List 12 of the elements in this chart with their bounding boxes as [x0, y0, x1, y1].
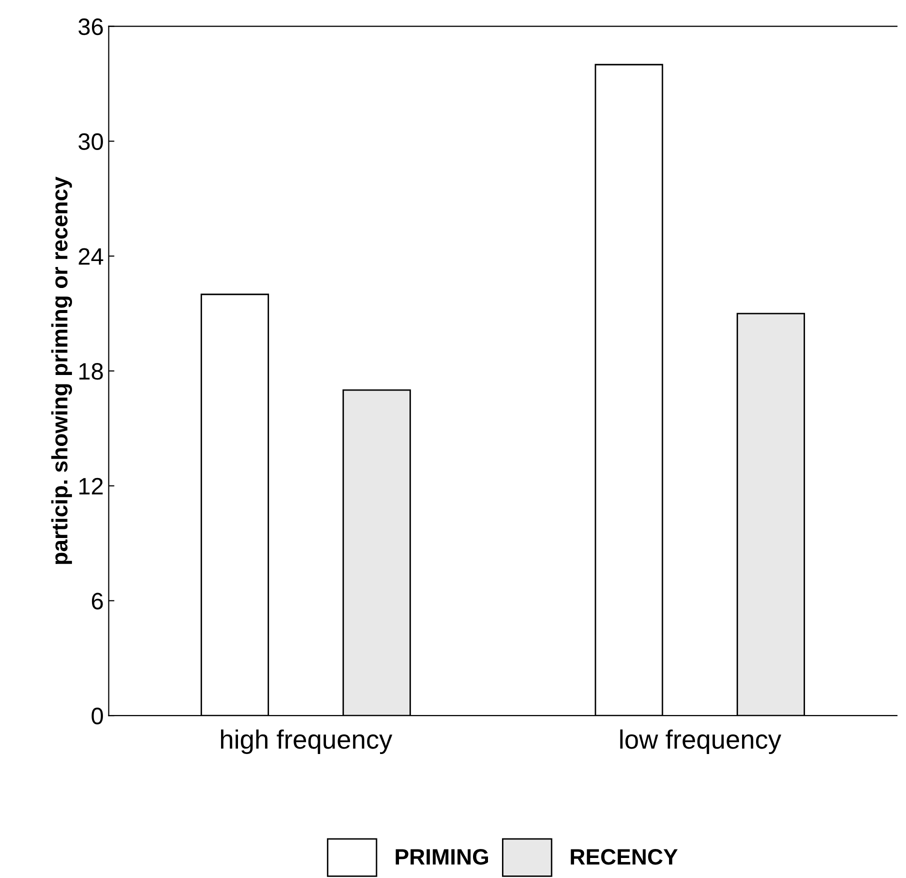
x-tick-label: high frequency: [221, 729, 392, 754]
y-tick-label: 18: [79, 363, 103, 380]
y-axis-title: particip. showing priming or recency: [51, 176, 72, 564]
y-tick-label: 36: [78, 18, 103, 36]
y-tick-label: 0: [92, 708, 103, 724]
x-tick-label: low frequency: [620, 729, 782, 754]
y-tick-label: 24: [78, 248, 104, 265]
y-tick-label: 30: [78, 133, 103, 150]
y-tick-label: 12: [79, 478, 103, 494]
y-tick-label: 6: [92, 592, 103, 610]
legend-label: PRIMING: [396, 848, 488, 865]
legend-label: RECENCY: [570, 848, 678, 865]
